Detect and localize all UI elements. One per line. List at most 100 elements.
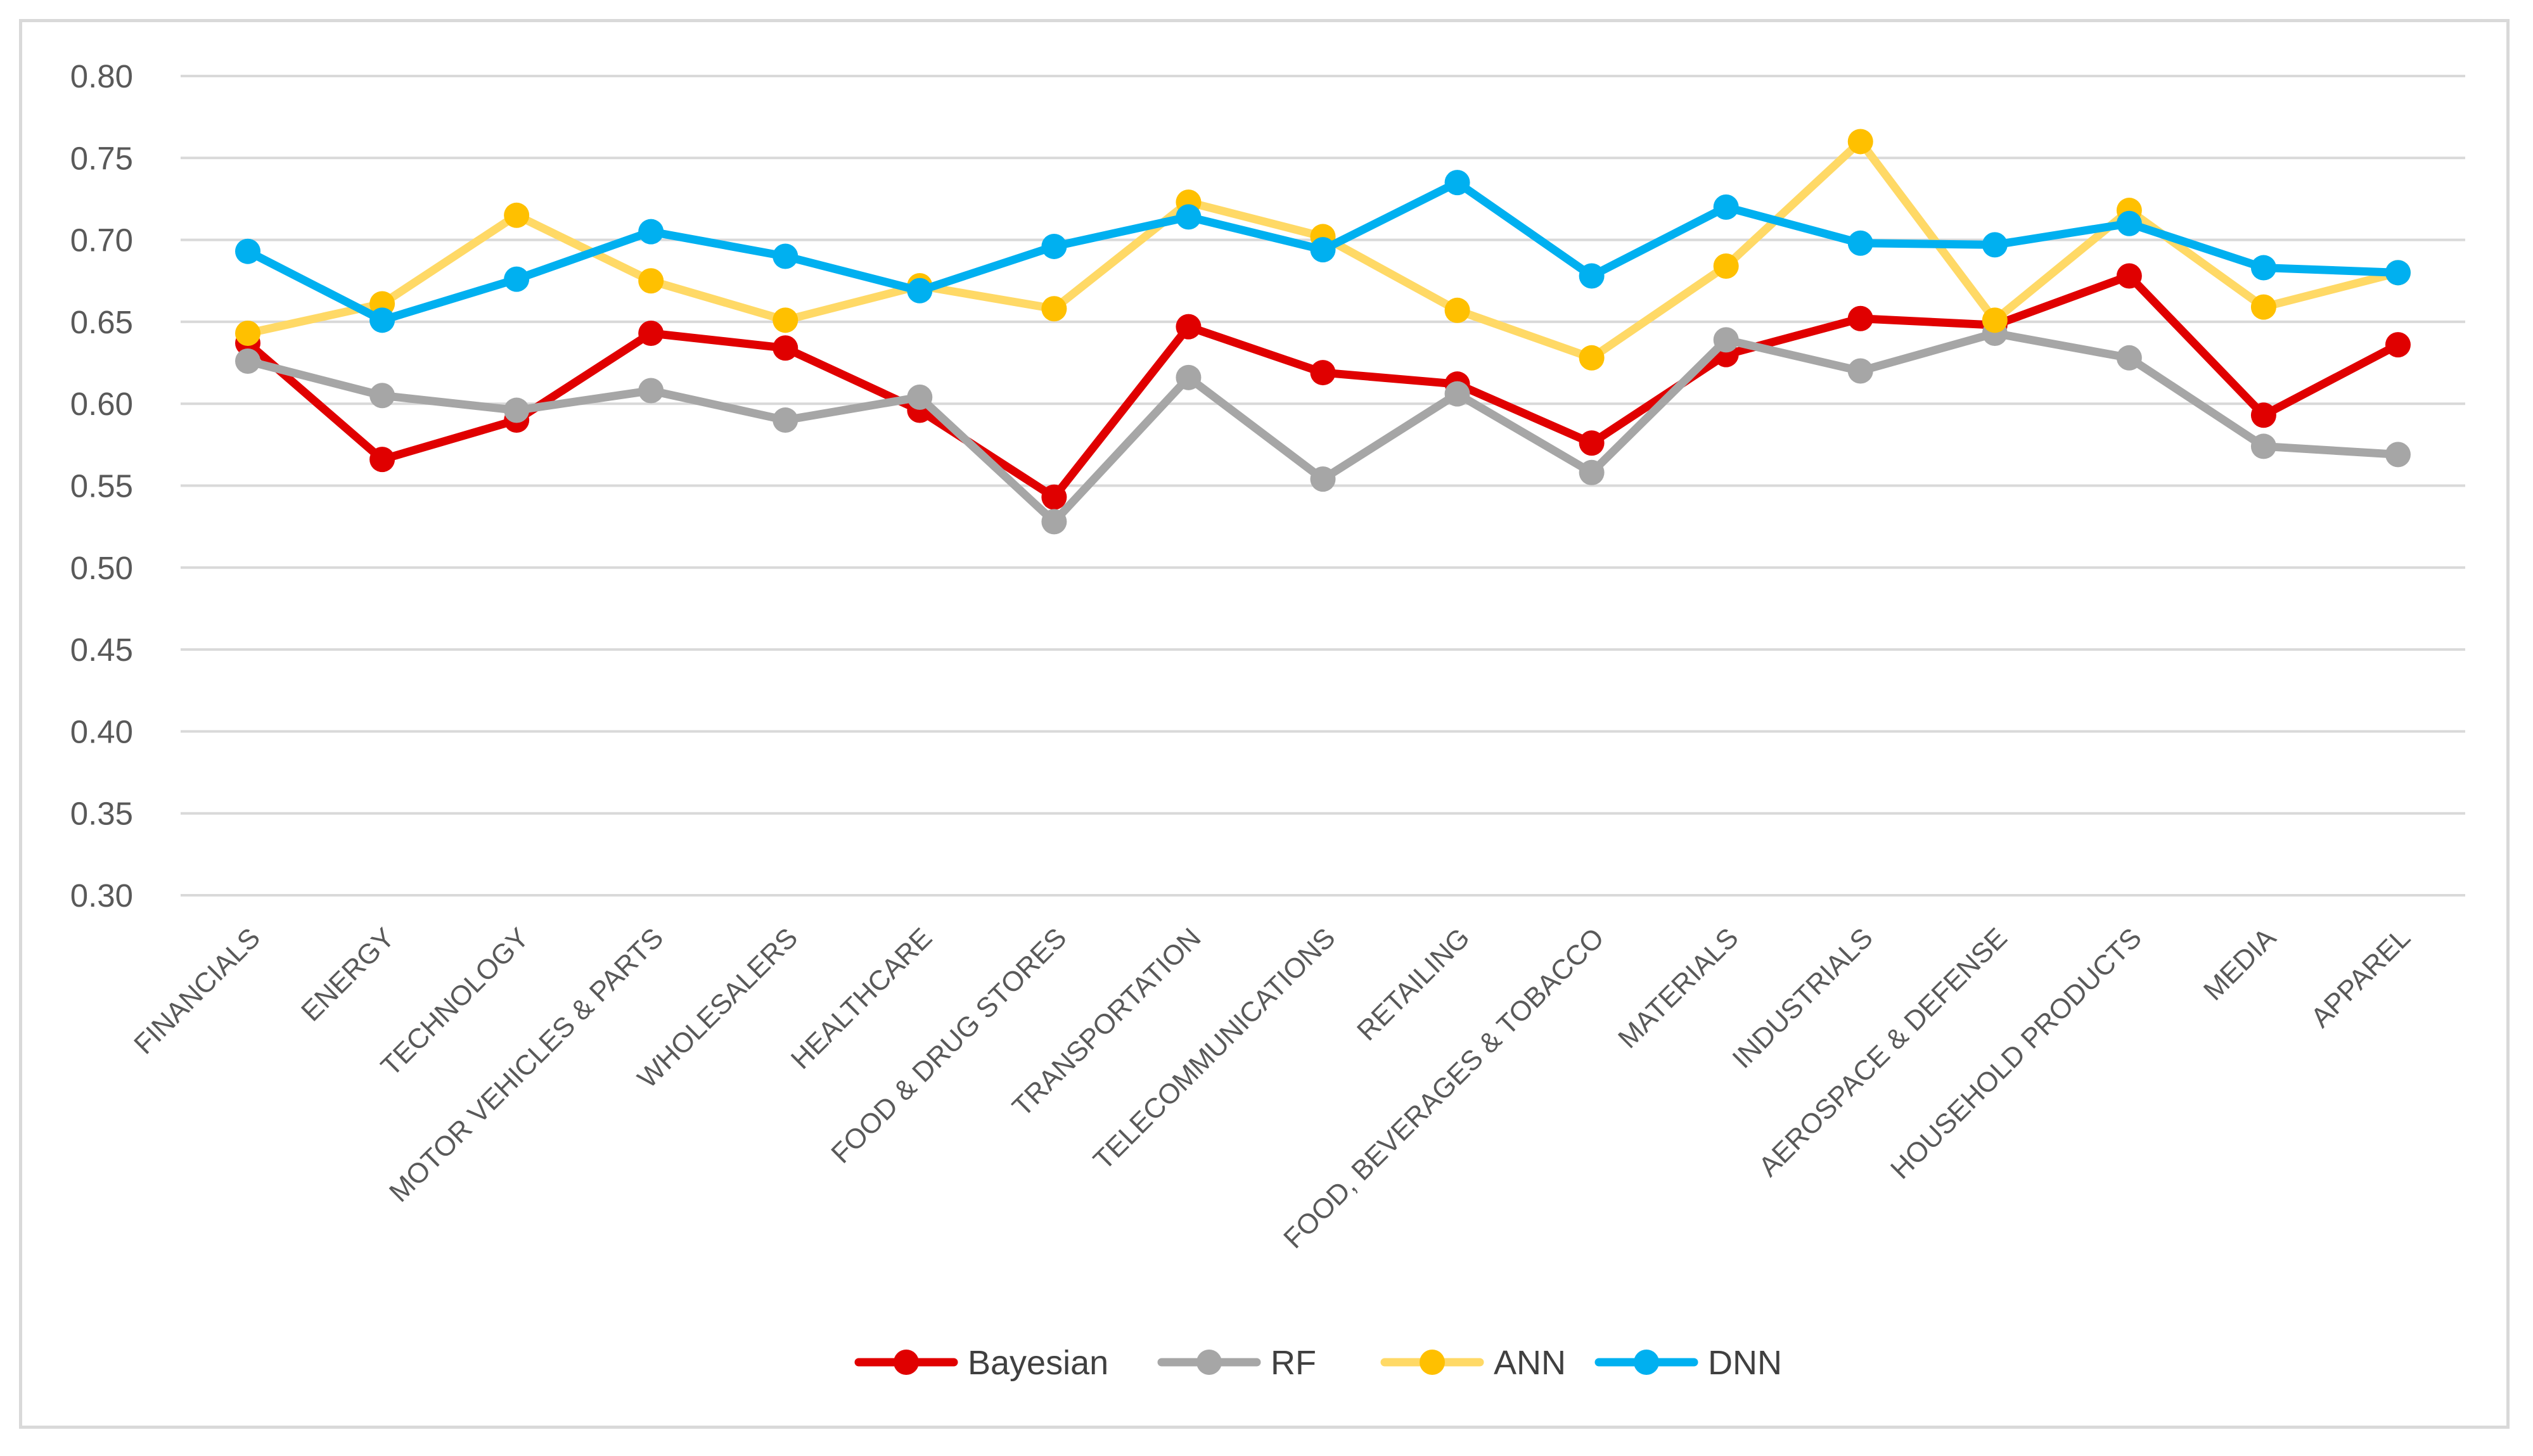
data-point: [1176, 314, 1202, 340]
y-tick-label: 0.50: [70, 550, 133, 586]
data-point: [1847, 230, 1873, 256]
data-point: [2385, 442, 2411, 468]
data-point: [1176, 204, 1202, 230]
series-rf: [235, 321, 2411, 535]
data-point: [1041, 509, 1067, 535]
line-chart: 0.30 0.35 0.40 0.45 0.50 0.55 0.60 0.65 0.70 0.75…: [70, 58, 2465, 1382]
legend-label: ANN: [1494, 1344, 1566, 1382]
x-category-label: HOUSEHOLD PRODUCTS: [1885, 922, 2148, 1185]
x-category-label: RETAILING: [1351, 922, 1476, 1047]
legend-label: Bayesian: [968, 1344, 1108, 1382]
data-point: [1579, 263, 1605, 289]
data-point: [1310, 237, 1336, 263]
series-line: [243, 271, 2402, 502]
x-category-label: INDUSTRIALS: [1726, 922, 1878, 1074]
x-category-label: AEROSPACE & DEFENSE: [1753, 922, 2013, 1182]
y-tick-label: 0.75: [70, 140, 133, 176]
x-category-label: FOOD & DRUG STORES: [825, 922, 1072, 1169]
y-tick-label: 0.60: [70, 386, 133, 422]
y-tick-label: 0.70: [70, 222, 133, 259]
data-point: [1579, 459, 1605, 485]
chart-frame: 0.30 0.35 0.40 0.45 0.50 0.55 0.60 0.65 0.70 0.75…: [19, 19, 2510, 1429]
legend-item-dnn: DNN: [1594, 1344, 1782, 1382]
series-dnn: [235, 170, 2411, 333]
y-tick-label: 0.80: [70, 58, 133, 94]
data-point: [369, 447, 395, 473]
data-point: [2385, 260, 2411, 286]
data-point: [1310, 466, 1336, 492]
data-point: [773, 307, 798, 333]
series-lines: [235, 129, 2411, 535]
data-point: [638, 378, 664, 404]
y-tick-label: 0.35: [70, 796, 133, 832]
x-category-label: FINANCIALS: [128, 922, 266, 1060]
x-category-label: MOTOR VEHICLES & PARTS: [383, 922, 669, 1208]
data-point: [1579, 430, 1605, 456]
legend-item-bayesian: Bayesian: [854, 1344, 1108, 1382]
data-point: [235, 321, 261, 347]
data-point: [1579, 345, 1605, 371]
y-tick-label: 0.45: [70, 632, 133, 668]
data-point: [1713, 253, 1739, 279]
data-point: [907, 278, 933, 303]
data-point: [1713, 194, 1739, 220]
legend-label: DNN: [1708, 1344, 1782, 1382]
y-tick-label: 0.30: [70, 878, 133, 914]
data-point: [2250, 433, 2276, 459]
y-axis: 0.30 0.35 0.40 0.45 0.50 0.55 0.60 0.65 0.70 0.75…: [70, 58, 133, 914]
data-point: [369, 383, 395, 409]
legend-swatch-marker: [894, 1350, 919, 1375]
data-point: [1041, 296, 1067, 322]
data-point: [1847, 305, 1873, 331]
x-category-label: MATERIALS: [1612, 922, 1745, 1054]
x-category-label: TELECOMMUNICATIONS: [1087, 922, 1342, 1176]
data-point: [1176, 364, 1202, 390]
data-point: [773, 407, 798, 433]
legend-swatch-marker: [1420, 1350, 1445, 1375]
data-point: [1041, 484, 1067, 510]
x-category-label: HEALTHCARE: [785, 922, 939, 1075]
data-point: [504, 202, 530, 228]
legend: Bayesian RF ANN DNN: [854, 1344, 1782, 1382]
x-category-label: ENERGY: [295, 922, 401, 1027]
data-point: [1444, 381, 1470, 407]
data-point: [504, 397, 530, 423]
data-point: [907, 384, 933, 410]
legend-item-rf: RF: [1157, 1344, 1316, 1382]
y-tick-label: 0.65: [70, 304, 133, 340]
data-point: [2250, 255, 2276, 281]
data-point: [1713, 327, 1739, 353]
data-point: [638, 321, 664, 347]
x-category-label: APPAREL: [2305, 922, 2416, 1033]
data-point: [638, 219, 664, 245]
data-point: [2116, 210, 2142, 236]
data-point: [2250, 402, 2276, 428]
legend-swatch-marker: [1634, 1350, 1659, 1375]
data-point: [638, 268, 664, 294]
data-point: [1847, 358, 1873, 384]
data-point: [1982, 307, 2008, 333]
data-point: [2116, 345, 2142, 371]
data-point: [504, 266, 530, 292]
data-point: [2250, 294, 2276, 320]
y-tick-label: 0.40: [70, 713, 133, 750]
data-point: [773, 243, 798, 269]
legend-swatch-marker: [1196, 1350, 1222, 1375]
data-point: [1982, 232, 2008, 258]
data-point: [1041, 233, 1067, 259]
data-point: [1847, 129, 1873, 155]
x-category-label: MEDIA: [2198, 922, 2283, 1007]
legend-label: RF: [1271, 1344, 1316, 1382]
data-point: [235, 348, 261, 374]
data-point: [1444, 297, 1470, 323]
data-point: [1444, 170, 1470, 196]
data-point: [2385, 332, 2411, 358]
data-point: [1310, 360, 1336, 386]
data-point: [235, 238, 261, 264]
legend-item-ann: ANN: [1380, 1344, 1566, 1382]
data-point: [2116, 263, 2142, 289]
data-point: [773, 335, 798, 361]
y-tick-label: 0.55: [70, 468, 133, 504]
data-point: [369, 307, 395, 333]
